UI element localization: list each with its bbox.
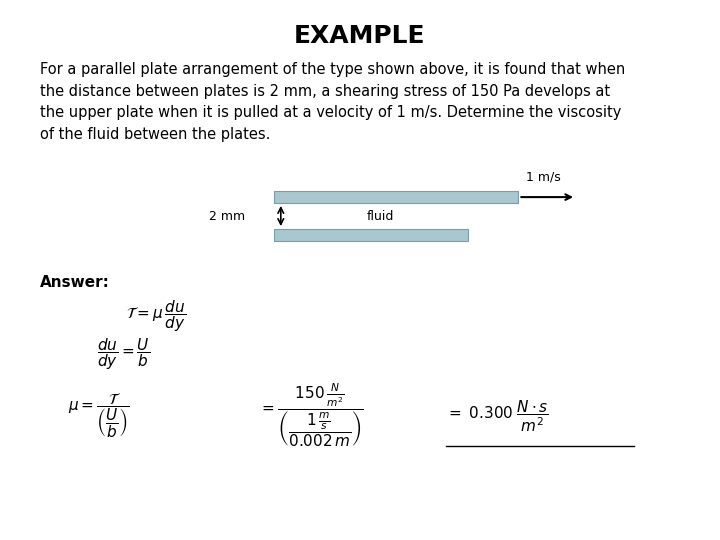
Text: EXAMPLE: EXAMPLE [294,24,426,48]
Text: $= \; 0.300 \; \dfrac{N \cdot s}{m^2}$: $= \; 0.300 \; \dfrac{N \cdot s}{m^2}$ [446,398,549,434]
Text: fluid: fluid [367,210,395,222]
Text: $= \dfrac{150 \, \frac{N}{m^2}}{\left(\dfrac{1 \, \frac{m}{s}}{0.002 \, m}\right: $= \dfrac{150 \, \frac{N}{m^2}}{\left(\d… [259,382,364,449]
Text: For a parallel plate arrangement of the type shown above, it is found that when
: For a parallel plate arrangement of the … [40,62,625,142]
Text: $\mathcal{T} = \mu \, \dfrac{du}{dy}$: $\mathcal{T} = \mu \, \dfrac{du}{dy}$ [126,298,186,334]
Text: 1 m/s: 1 m/s [526,171,560,184]
Text: $\mu = \dfrac{\mathcal{T}}{\left(\dfrac{U}{b}\right)}$: $\mu = \dfrac{\mathcal{T}}{\left(\dfrac{… [68,392,130,440]
Bar [274,229,468,241]
Bar [274,191,518,203]
Text: Answer:: Answer: [40,275,109,291]
Text: $\dfrac{du}{dy} = \dfrac{U}{b}$: $\dfrac{du}{dy} = \dfrac{U}{b}$ [97,336,150,372]
Text: 2 mm: 2 mm [209,210,245,222]
